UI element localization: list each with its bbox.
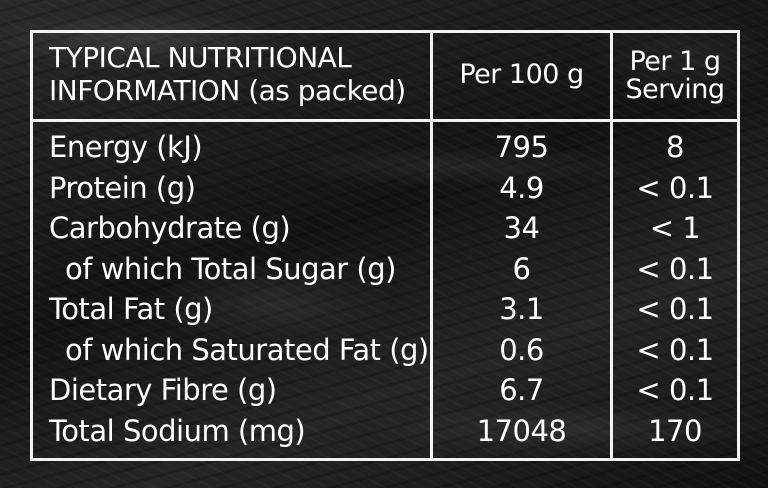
table-row: Energy (kJ) 795 8	[33, 127, 737, 168]
per-serving-value: < 0.1	[636, 292, 714, 326]
per-100g-value: 6	[512, 251, 531, 286]
per-100g-value: 6.7	[499, 373, 544, 407]
table-row: of which Total Sugar (g) 6 < 0.1	[33, 249, 737, 290]
header-divider	[33, 119, 737, 122]
nutrient-label: Total Fat (g)	[49, 292, 213, 326]
table-row: Total Fat (g) 3.1 < 0.1	[33, 289, 737, 330]
table-row: Protein (g) 4.9 < 0.1	[33, 168, 737, 209]
nutrient-sublabel: of which Saturated Fat (g)	[65, 332, 429, 367]
per-serving-value: 170	[648, 413, 702, 448]
column-divider	[610, 33, 613, 458]
per-serving-value: < 0.1	[636, 251, 714, 286]
nutrient-rows: Energy (kJ) 795 8 Protein (g) 4.9 < 0.1 …	[33, 127, 737, 451]
per-serving-value: < 0.1	[636, 170, 714, 205]
per-100g-value: 34	[503, 211, 540, 245]
per-serving-value: < 0.1	[636, 373, 714, 407]
nutrient-label: Protein (g)	[49, 170, 196, 205]
table-row: Total Sodium (mg) 17048 170	[33, 411, 737, 452]
nutrient-label: Energy (kJ)	[49, 130, 203, 164]
per-100g-value: 4.9	[499, 170, 544, 205]
nutrient-label: Total Sodium (mg)	[49, 413, 306, 448]
nutrient-label: Carbohydrate (g)	[49, 211, 291, 245]
nutrient-label: Dietary Fibre (g)	[49, 373, 277, 407]
table-row: of which Saturated Fat (g) 0.6 < 0.1	[33, 330, 737, 371]
per-serving-value: 8	[666, 130, 684, 164]
table-title: TYPICAL NUTRITIONAL INFORMATION (as pack…	[49, 41, 406, 107]
per-100g-value: 0.6	[499, 332, 544, 367]
per-100g-value: 795	[494, 130, 549, 164]
column-divider	[430, 33, 433, 458]
nutrient-sublabel: of which Total Sugar (g)	[65, 251, 396, 286]
per-100g-value: 3.1	[499, 292, 544, 326]
per-100g-value: 17048	[476, 413, 567, 448]
nutrition-table: TYPICAL NUTRITIONAL INFORMATION (as pack…	[30, 30, 740, 461]
per-serving-value: < 1	[649, 211, 701, 245]
table-row: Carbohydrate (g) 34 < 1	[33, 208, 737, 249]
per-serving-value: < 0.1	[636, 332, 714, 367]
column-header-per-100g: Per 100 g	[459, 59, 584, 90]
table-row: Dietary Fibre (g) 6.7 < 0.1	[33, 370, 737, 411]
column-header-per-serving: Per 1 g Serving	[625, 46, 725, 105]
